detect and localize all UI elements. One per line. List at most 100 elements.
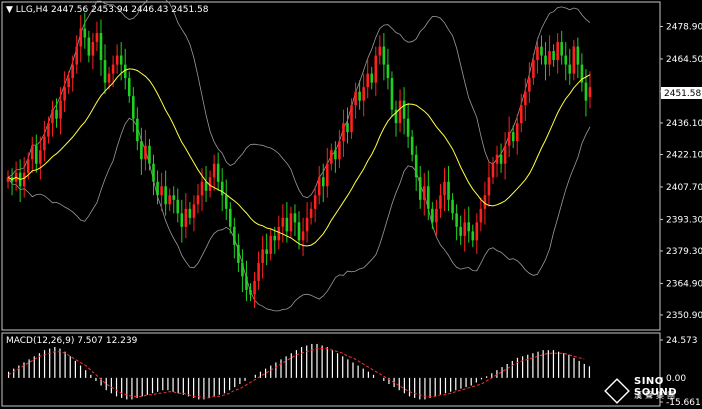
- candle-body: [309, 208, 313, 218]
- candle-body: [524, 91, 527, 106]
- candle-body: [261, 249, 264, 263]
- candle-body: [257, 262, 260, 281]
- candle-body: [487, 177, 491, 196]
- candle-body: [136, 118, 139, 142]
- candle-body: [237, 244, 240, 263]
- candle-body: [479, 208, 483, 223]
- candle-body: [156, 181, 159, 196]
- candle-body: [313, 195, 317, 209]
- candle-body: [532, 60, 535, 79]
- candle-body: [334, 150, 337, 160]
- candle-body: [160, 186, 163, 196]
- candle-body: [127, 78, 131, 97]
- chart-header: ▼ LLG,H4 2447.56 2453.94 2446.43 2451.58: [6, 5, 208, 15]
- candle-body: [402, 100, 406, 119]
- candle-body: [475, 222, 479, 241]
- candle-body: [536, 46, 539, 61]
- candle-body: [386, 64, 390, 79]
- candle-body: [176, 199, 180, 214]
- candle-body: [528, 78, 531, 92]
- candle-body: [321, 177, 325, 187]
- candle-body: [406, 118, 410, 137]
- candle-body: [491, 163, 495, 178]
- candle-body: [132, 96, 135, 119]
- candle-body: [59, 100, 62, 119]
- candle-body: [572, 46, 576, 74]
- candle-body: [552, 51, 555, 61]
- candle-body: [51, 109, 54, 124]
- candle-body: [184, 208, 188, 227]
- macd-chart-frame: [1, 332, 661, 407]
- candle-body: [560, 42, 563, 56]
- candle-body: [390, 78, 394, 110]
- candle-body: [47, 123, 50, 137]
- logo-subtitle: 漢聲集團: [634, 391, 678, 400]
- candle-body: [350, 105, 353, 133]
- candle-body: [212, 163, 216, 178]
- candle-body: [503, 145, 507, 164]
- candle-body: [79, 28, 83, 47]
- candle-body: [253, 280, 256, 295]
- candle-body: [330, 150, 333, 164]
- candle-body: [26, 159, 30, 173]
- candle-body: [455, 213, 458, 227]
- moving-average-line: [7, 68, 591, 247]
- candle-body: [374, 55, 378, 83]
- candle-body: [224, 195, 228, 209]
- candle-body: [325, 163, 329, 187]
- logo-name: SINO SOUND: [634, 376, 677, 398]
- candle-body: [192, 204, 196, 218]
- macd-tick-label: 0.00: [666, 374, 686, 384]
- symbol-label: LLG,H4: [15, 5, 49, 15]
- candle-body: [281, 217, 285, 227]
- candle-body: [568, 64, 572, 74]
- candle-body: [277, 226, 281, 241]
- candle-body: [204, 181, 208, 191]
- candle-body: [289, 213, 293, 232]
- candle-body: [63, 87, 66, 101]
- candle-body: [39, 150, 42, 164]
- candle-body: [358, 91, 361, 101]
- candle-body: [180, 213, 184, 227]
- macd-header: MACD(12,26,9) 7.507 12.239: [6, 336, 138, 346]
- candle-body: [544, 55, 547, 65]
- candle-body: [148, 145, 151, 164]
- sino-sound-logo: SINO SOUND 漢聲集團: [604, 374, 700, 406]
- candle-body: [447, 181, 450, 200]
- candle-body: [71, 64, 74, 79]
- candle-body: [55, 109, 58, 119]
- price-tick-label: 2478.90: [666, 23, 702, 33]
- candle-body: [241, 262, 244, 277]
- candle-body: [249, 289, 252, 295]
- candle-body: [144, 145, 147, 160]
- candle-body: [378, 46, 382, 56]
- candle-body: [443, 181, 446, 196]
- candle-body: [422, 186, 426, 200]
- candle-body: [483, 195, 487, 209]
- candle-body: [269, 235, 273, 254]
- candle-body: [297, 222, 301, 241]
- candle-body: [584, 82, 588, 101]
- candle-body: [435, 208, 438, 223]
- candle-body: [119, 55, 123, 65]
- candle-body: [515, 123, 519, 142]
- candlestick-series: [6, 12, 592, 308]
- price-tick-label: 2393.30: [666, 215, 702, 225]
- candle-body: [107, 73, 111, 83]
- price-tick-label: 2422.10: [666, 151, 702, 161]
- price-tick-label: 2464.50: [666, 55, 702, 65]
- candle-body: [499, 154, 503, 164]
- candle-body: [576, 46, 580, 65]
- macd-signal-line: [8, 348, 585, 399]
- candle-body: [75, 46, 79, 65]
- candle-body: [111, 64, 115, 74]
- candle-body: [451, 199, 454, 214]
- candle-body: [140, 141, 143, 160]
- candle-body: [370, 73, 374, 83]
- macd-series: [7, 343, 591, 400]
- candle-body: [346, 123, 349, 133]
- dropdown-arrow-icon[interactable]: ▼: [6, 5, 13, 15]
- candle-body: [338, 141, 341, 160]
- macd-axis: 24.573 0.00 -15.661: [660, 336, 701, 408]
- candle-body: [245, 276, 248, 290]
